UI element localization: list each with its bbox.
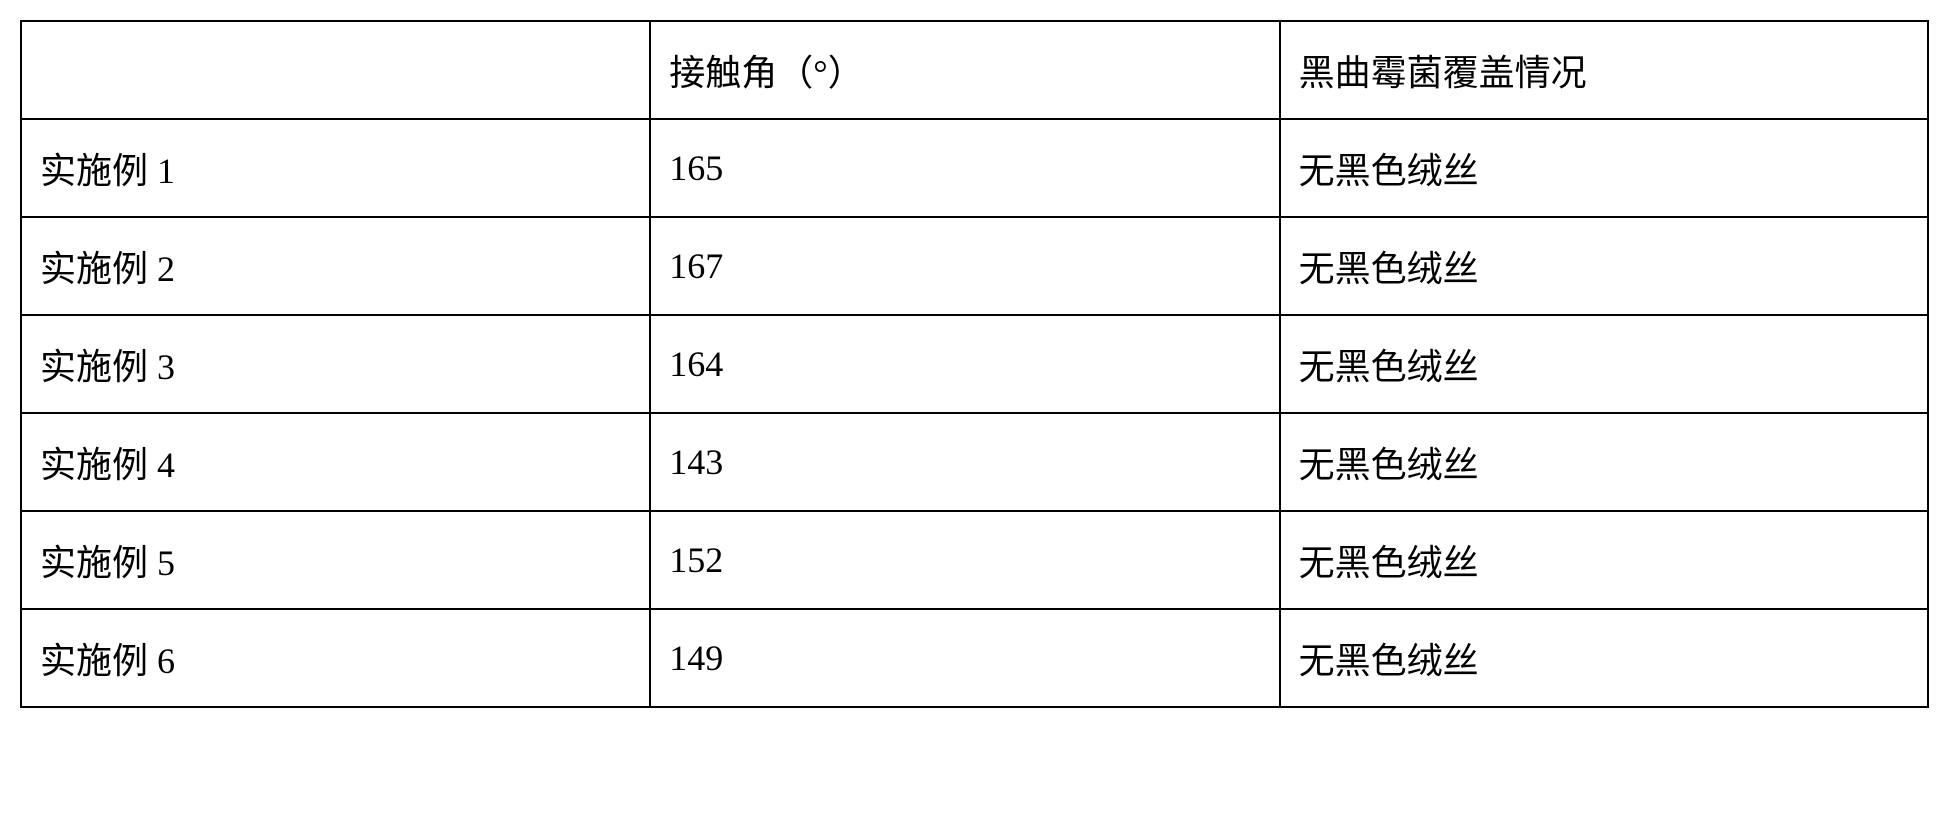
cell-contact-angle: 164 (650, 315, 1279, 413)
table-row: 实施例 6 149 无黑色绒丝 (21, 609, 1928, 707)
table-row: 实施例 4 143 无黑色绒丝 (21, 413, 1928, 511)
cell-example-label: 实施例 1 (21, 119, 650, 217)
cell-mold-coverage: 无黑色绒丝 (1280, 217, 1928, 315)
table-row: 实施例 3 164 无黑色绒丝 (21, 315, 1928, 413)
cell-contact-angle: 165 (650, 119, 1279, 217)
cell-mold-coverage: 无黑色绒丝 (1280, 609, 1928, 707)
cell-example-label: 实施例 3 (21, 315, 650, 413)
header-cell-contact-angle: 接触角（°） (650, 21, 1279, 119)
cell-contact-angle: 152 (650, 511, 1279, 609)
cell-example-label: 实施例 2 (21, 217, 650, 315)
header-cell-mold-coverage: 黑曲霉菌覆盖情况 (1280, 21, 1928, 119)
cell-contact-angle: 167 (650, 217, 1279, 315)
cell-mold-coverage: 无黑色绒丝 (1280, 119, 1928, 217)
cell-contact-angle: 149 (650, 609, 1279, 707)
table-row: 实施例 2 167 无黑色绒丝 (21, 217, 1928, 315)
data-table: 接触角（°） 黑曲霉菌覆盖情况 实施例 1 165 无黑色绒丝 实施例 2 16… (20, 20, 1929, 708)
cell-example-label: 实施例 5 (21, 511, 650, 609)
cell-mold-coverage: 无黑色绒丝 (1280, 413, 1928, 511)
cell-mold-coverage: 无黑色绒丝 (1280, 315, 1928, 413)
cell-example-label: 实施例 6 (21, 609, 650, 707)
table-row: 实施例 1 165 无黑色绒丝 (21, 119, 1928, 217)
cell-mold-coverage: 无黑色绒丝 (1280, 511, 1928, 609)
table-header-row: 接触角（°） 黑曲霉菌覆盖情况 (21, 21, 1928, 119)
header-cell-empty (21, 21, 650, 119)
cell-contact-angle: 143 (650, 413, 1279, 511)
table-row: 实施例 5 152 无黑色绒丝 (21, 511, 1928, 609)
cell-example-label: 实施例 4 (21, 413, 650, 511)
